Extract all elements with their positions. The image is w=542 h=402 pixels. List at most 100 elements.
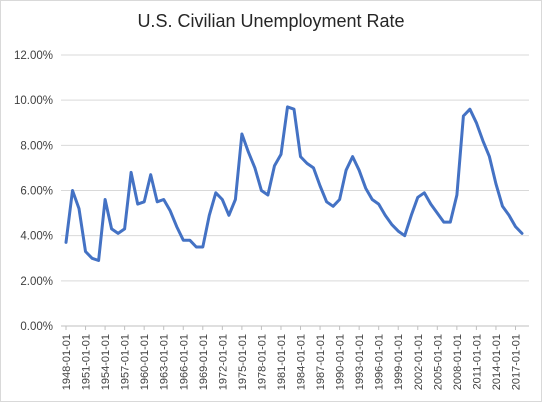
data-point [266,194,269,197]
data-point [240,133,243,136]
data-point [221,198,224,201]
data-point [514,225,517,228]
y-tick-label: 8.00% [20,140,53,152]
data-point [312,166,315,169]
x-tick-label: 1996-01-01 [374,334,386,390]
data-point [71,189,74,192]
data-point [299,155,302,158]
data-point [384,214,387,217]
data-point [455,194,458,197]
data-point [475,121,478,124]
data-point [416,196,419,199]
data-point [521,232,524,235]
data-point [423,191,426,194]
x-tick-label: 2008-01-01 [452,334,464,390]
data-point [377,203,380,206]
data-point [110,227,113,230]
data-point [501,205,504,208]
data-point [227,214,230,217]
chart-title: U.S. Civilian Unemployment Rate [137,11,405,31]
data-point [280,153,283,156]
data-point [436,212,439,215]
data-point [358,169,361,172]
x-tick-label: 1960-01-01 [139,334,151,390]
data-point [169,209,172,212]
y-tick-label: 0.00% [20,321,53,333]
data-point [286,105,289,108]
data-point [201,246,204,249]
data-point [162,198,165,201]
data-point [410,214,413,217]
data-point [117,232,120,235]
x-tick-label: 1954-01-01 [100,334,112,390]
x-tick-label: 2017-01-01 [510,334,522,390]
x-tick-label: 1951-01-01 [81,334,93,390]
data-point [306,162,309,165]
x-tick-label: 1978-01-01 [256,334,268,390]
x-tick-label: 1984-01-01 [296,334,308,390]
x-tick-label: 2011-01-01 [471,334,483,389]
data-point [364,187,367,190]
data-point [273,164,276,167]
y-axis-tick-labels: 0.00% 2.00% 4.00% 6.00% 8.00% 10.00% 12.00% [14,50,53,333]
series-layer [64,105,524,262]
data-point [449,221,452,224]
data-point [188,239,191,242]
data-point [481,139,484,142]
data-point [351,155,354,158]
data-point [293,108,296,111]
data-point [65,241,68,244]
data-point [182,239,185,242]
data-point [325,200,328,203]
x-tick-label: 1981-01-01 [276,334,288,390]
data-point [508,214,511,217]
data-point [397,230,400,233]
data-point [429,203,432,206]
data-point [149,173,152,176]
data-point [78,207,81,210]
data-point [156,200,159,203]
data-point [143,200,146,203]
x-tick-label: 1972-01-01 [217,334,229,390]
x-tick-label: 1987-01-01 [315,334,327,390]
data-point [494,182,497,185]
y-tick-label: 12.00% [14,50,53,62]
data-point [104,198,107,201]
x-tick-label: 2002-01-01 [413,334,425,390]
data-point [371,198,374,201]
x-tick-label: 1975-01-01 [237,334,249,390]
x-tick-label: 2005-01-01 [432,334,444,390]
data-point [208,214,211,217]
x-tick-label: 1966-01-01 [178,334,190,390]
data-point [175,225,178,228]
data-point [123,227,126,230]
data-point [319,185,322,188]
x-axis [61,325,529,330]
data-point [488,155,491,158]
data-point [403,234,406,237]
data-point [260,189,263,192]
data-point [253,166,256,169]
data-point [91,257,94,260]
gridlines [61,54,529,282]
unemployment-rate-line [64,105,524,262]
x-tick-label: 1990-01-01 [335,334,347,390]
data-point [345,169,348,172]
data-point [338,198,341,201]
data-point [332,205,335,208]
data-point [195,246,198,249]
x-tick-label: 1948-01-01 [61,334,73,390]
data-point [390,223,393,226]
data-point [84,250,87,253]
x-tick-label: 1999-01-01 [393,334,405,390]
x-tick-label: 1969-01-01 [198,334,210,390]
x-tick-label: 2014-01-01 [491,334,503,390]
data-point [468,108,471,111]
y-tick-label: 4.00% [20,231,53,243]
data-point [136,203,139,206]
y-tick-label: 2.00% [20,276,53,288]
data-point [462,115,465,118]
data-point [130,171,133,174]
